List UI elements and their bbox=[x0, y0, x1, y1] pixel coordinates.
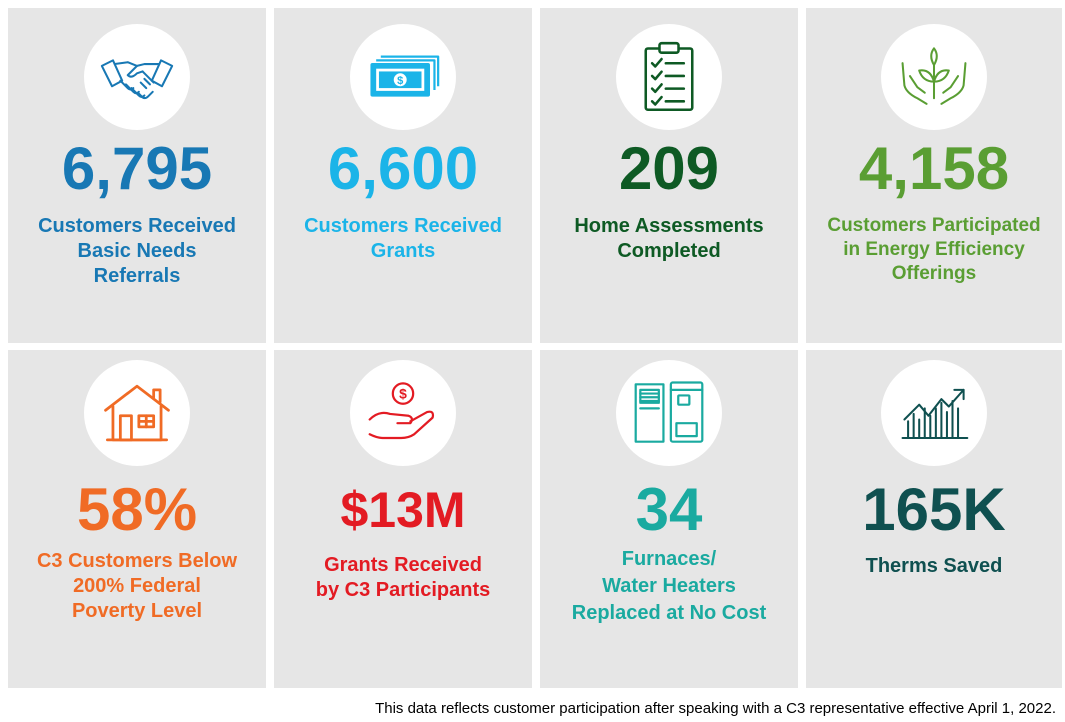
growth-chart-icon bbox=[901, 388, 969, 439]
stat-tile-grants-amount: $ $13M Grants Received by C3 Participant… bbox=[274, 350, 532, 688]
hand-coin-icon: $ bbox=[368, 382, 435, 440]
stat-tile-grants-received: $ 6,600 Customers Received Grants bbox=[274, 8, 532, 343]
stat-value: 34 bbox=[635, 476, 703, 543]
icon-badge bbox=[881, 360, 987, 466]
icon-badge bbox=[616, 24, 722, 130]
icon-badge: $ bbox=[350, 24, 456, 130]
stat-label: Grants Received by C3 Participants bbox=[315, 554, 491, 601]
stat-label: Therms Saved bbox=[865, 555, 1003, 577]
stat-value: 4,158 bbox=[858, 135, 1010, 202]
stat-tile-basic-needs-referrals: 6,795 Customers Received Basic Needs Ref… bbox=[8, 8, 266, 343]
stat-value: 209 bbox=[618, 135, 720, 202]
stat-label: C3 Customers Below 200% Federal Poverty … bbox=[36, 550, 238, 622]
stat-tile-energy-efficiency: 4,158 Customers Participated in Energy E… bbox=[806, 8, 1062, 343]
clipboard-checklist-icon bbox=[644, 41, 694, 112]
stat-label: Customers Participated in Energy Efficie… bbox=[827, 215, 1041, 284]
stat-tile-poverty-level: 58% C3 Customers Below 200% Federal Pove… bbox=[8, 350, 266, 688]
house-icon bbox=[104, 384, 170, 442]
icon-badge bbox=[881, 24, 987, 130]
plant-hands-icon bbox=[901, 47, 967, 105]
stat-value: 6,600 bbox=[327, 135, 479, 202]
stat-value: 6,795 bbox=[61, 135, 213, 202]
stat-tile-furnaces-replaced: 34 Furnaces/ Water Heaters Replaced at N… bbox=[540, 350, 798, 688]
money-bills-icon: $ bbox=[370, 55, 440, 97]
icon-badge bbox=[84, 24, 190, 130]
footnote: This data reflects customer participatio… bbox=[375, 700, 1056, 717]
icon-badge bbox=[616, 360, 722, 466]
stat-value: $13M bbox=[340, 482, 466, 538]
stat-tile-home-assessments: 209 Home Assessments Completed bbox=[540, 8, 798, 343]
svg-text:$: $ bbox=[397, 75, 404, 87]
handshake-icon bbox=[100, 59, 174, 100]
stat-label: Customers Received Basic Needs Referrals bbox=[38, 215, 236, 287]
svg-text:$: $ bbox=[399, 386, 407, 402]
icon-badge: $ bbox=[350, 360, 456, 466]
stat-label: Customers Received Grants bbox=[304, 215, 502, 262]
stat-label: Home Assessments Completed bbox=[574, 215, 764, 262]
stat-tile-therms-saved: 165K Therms Saved bbox=[806, 350, 1062, 688]
furnace-water-heater-icon bbox=[634, 381, 704, 443]
stat-value: 58% bbox=[76, 476, 198, 543]
icon-badge bbox=[84, 360, 190, 466]
stat-label: Furnaces/ Water Heaters Replaced at No C… bbox=[571, 548, 767, 624]
stat-value: 165K bbox=[862, 476, 1006, 543]
